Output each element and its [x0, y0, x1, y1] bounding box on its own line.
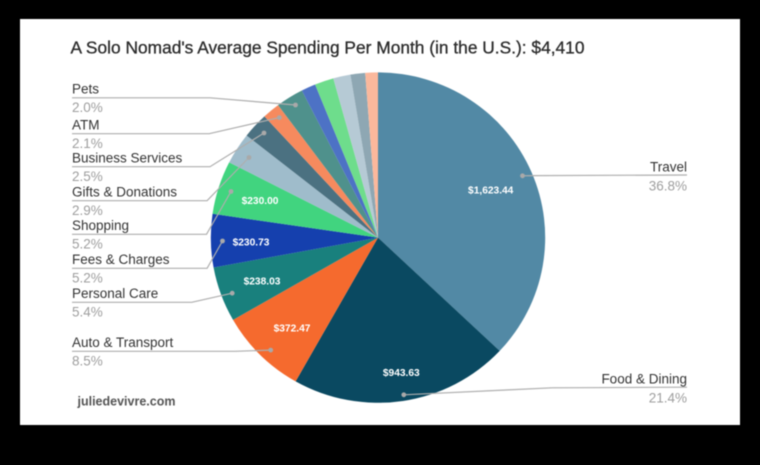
svg-text:2.5%: 2.5%	[72, 169, 103, 184]
svg-text:ATM: ATM	[72, 118, 100, 133]
svg-text:36.8%: 36.8%	[649, 178, 687, 193]
svg-text:5.2%: 5.2%	[72, 271, 103, 286]
svg-text:Food & Dining: Food & Dining	[601, 372, 687, 387]
svg-text:$238.03: $238.03	[244, 277, 281, 288]
svg-text:$230.00: $230.00	[242, 196, 279, 207]
svg-text:$1,623.44: $1,623.44	[468, 185, 514, 196]
svg-text:2.1%: 2.1%	[72, 136, 103, 151]
svg-text:5.2%: 5.2%	[72, 237, 103, 252]
svg-text:$943.63: $943.63	[383, 368, 420, 379]
svg-text:2.9%: 2.9%	[72, 203, 103, 218]
svg-text:$230.73: $230.73	[233, 238, 270, 249]
svg-text:Travel: Travel	[650, 159, 687, 174]
svg-text:Fees & Charges: Fees & Charges	[72, 252, 170, 267]
svg-text:Personal Care: Personal Care	[72, 286, 158, 301]
svg-text:Auto & Transport: Auto & Transport	[72, 335, 174, 350]
svg-text:2.0%: 2.0%	[72, 100, 103, 115]
svg-text:Gifts & Donations: Gifts & Donations	[72, 185, 177, 200]
svg-text:Shopping: Shopping	[72, 218, 129, 233]
svg-text:5.4%: 5.4%	[72, 305, 103, 320]
svg-text:A Solo Nomad's Average Spendin: A Solo Nomad's Average Spending Per Mont…	[71, 38, 585, 58]
svg-text:Pets: Pets	[72, 82, 99, 97]
svg-text:Business Services: Business Services	[72, 151, 183, 166]
svg-text:$372.47: $372.47	[274, 324, 311, 335]
svg-text:juliedevivre.com: juliedevivre.com	[77, 395, 176, 409]
svg-text:8.5%: 8.5%	[72, 354, 103, 369]
svg-text:21.4%: 21.4%	[649, 391, 687, 406]
